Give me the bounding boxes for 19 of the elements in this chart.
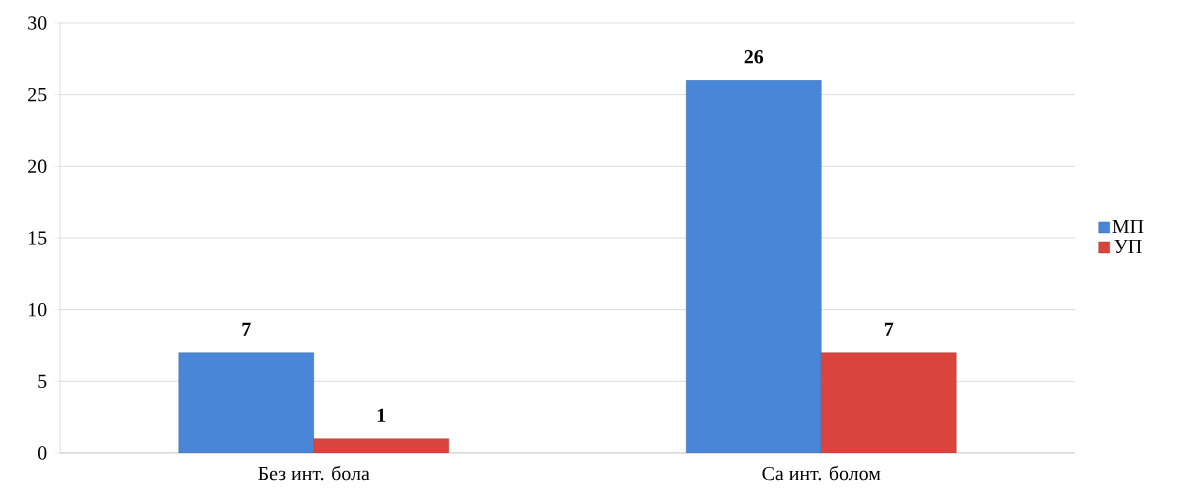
y-tick-label: 30 [28,16,47,30]
x-tick-label: Без инт. бола [258,465,370,481]
data-label: 1 [377,408,386,422]
y-tick-label: 0 [37,446,47,460]
bar [178,352,314,453]
legend-label: УП [1114,239,1142,254]
legend-label: МП [1112,219,1144,233]
y-tick-label: 10 [29,302,47,317]
bar [686,80,822,453]
data-label: 7 [242,322,251,336]
y-tick-label: 5 [38,374,47,388]
y-tick-label: 15 [29,231,47,245]
x-tick-label: Са инт. болом [762,465,881,481]
y-tick-label: 20 [28,159,47,174]
data-label: 7 [884,322,894,336]
y-tick-label: 25 [28,87,47,102]
data-label: 26 [744,50,764,64]
bar [313,438,449,453]
bar [821,352,957,453]
